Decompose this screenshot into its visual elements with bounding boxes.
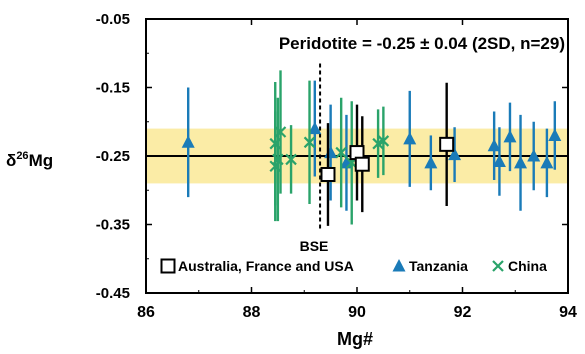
data-point: [285, 153, 297, 166]
y-tick-label: -0.05: [96, 11, 130, 28]
data-point: [181, 135, 195, 148]
legend-marker: [492, 260, 504, 272]
data-point: [269, 137, 282, 150]
x-tick-label: 94: [559, 304, 577, 321]
data-point: [354, 156, 370, 172]
data-point: [272, 153, 284, 166]
data-point: [439, 136, 455, 152]
legend-marker: [160, 258, 176, 274]
x-marker-stroke: [269, 160, 282, 173]
y-axis-label: δ26Mg: [6, 150, 53, 170]
series-australia-france-and-usa: [320, 82, 455, 226]
x-marker-stroke: [272, 153, 284, 166]
data-point: [514, 155, 528, 169]
x-tick-label: 90: [348, 304, 366, 321]
y-tick-label: -0.25: [96, 148, 130, 165]
legend-label: Tanzania: [409, 258, 468, 274]
x-tick-label: 86: [137, 304, 155, 321]
y-axis-label-tail: Mg: [29, 151, 54, 170]
data-point: [448, 147, 462, 161]
x-marker-stroke: [285, 153, 297, 166]
legend-label: China: [508, 258, 547, 274]
data-point: [424, 155, 438, 169]
y-axis-label-sup: 26: [16, 150, 28, 162]
x-axis-label: Mg#: [337, 329, 373, 349]
y-tick-label: -0.45: [96, 285, 130, 302]
series-tanzania: [181, 80, 562, 211]
data-point: [320, 166, 336, 182]
data-point: [503, 129, 517, 143]
data-point: [492, 154, 506, 167]
data-point: [335, 146, 347, 159]
legend: Australia, France and USA Tanzania China: [160, 258, 547, 274]
x-marker-stroke: [274, 126, 287, 138]
legend-marker: [392, 259, 406, 272]
data-point: [403, 131, 417, 145]
y-tick-label: -0.35: [96, 217, 130, 234]
x-marker-stroke: [377, 135, 390, 147]
x-tick-label: 92: [454, 304, 472, 321]
x-tick-label: 88: [243, 304, 261, 321]
x-marker-stroke: [492, 260, 504, 272]
y-tick-label: -0.15: [96, 80, 130, 97]
x-marker-stroke: [269, 137, 282, 150]
series-china: [269, 70, 390, 225]
tick-layer: 86 88 90 92 94 -0.05 -0.15 -0.25 -0.35 -0.45: [96, 11, 577, 321]
x-marker-stroke: [335, 146, 347, 159]
y-axis-label-delta: δ: [6, 151, 16, 170]
data-point: [548, 128, 562, 141]
data-point: [269, 160, 282, 173]
data-point: [308, 121, 322, 135]
data-point: [377, 135, 390, 147]
x-marker-stroke: [303, 136, 316, 149]
data-point: [303, 136, 316, 149]
data-point: [540, 155, 554, 169]
data-point: [274, 126, 287, 138]
data-point: [487, 138, 501, 152]
annotation: Peridotite = -0.25 ± 0.04 (2SD, n=29): [279, 34, 565, 53]
data-point: [527, 149, 541, 162]
series-layer: [181, 70, 562, 226]
bse-label: BSE: [300, 238, 329, 254]
legend-label: Australia, France and USA: [178, 258, 354, 274]
